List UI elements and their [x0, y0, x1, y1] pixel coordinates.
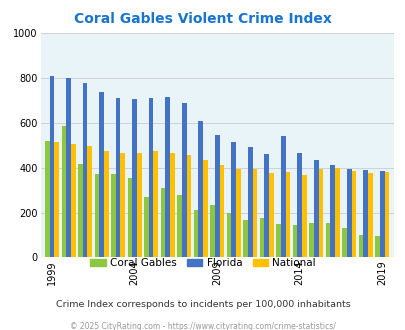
Bar	[252, 169, 256, 257]
Bar	[87, 146, 92, 257]
Bar	[165, 97, 170, 257]
Bar	[160, 188, 165, 257]
Bar	[379, 171, 384, 257]
Bar	[280, 136, 285, 257]
Bar	[269, 173, 273, 257]
Bar	[78, 164, 83, 257]
Bar	[62, 126, 66, 257]
Bar	[297, 153, 301, 257]
Bar	[346, 169, 351, 257]
Bar	[111, 174, 115, 257]
Bar	[362, 170, 367, 257]
Bar	[330, 165, 334, 257]
Legend: Coral Gables, Florida, National: Coral Gables, Florida, National	[85, 254, 320, 272]
Text: Crime Index corresponds to incidents per 100,000 inhabitants: Crime Index corresponds to incidents per…	[55, 300, 350, 309]
Bar	[285, 172, 290, 257]
Bar	[115, 98, 120, 257]
Bar	[214, 135, 219, 257]
Bar	[235, 169, 240, 257]
Bar	[181, 103, 186, 257]
Bar	[226, 213, 231, 257]
Bar	[367, 173, 372, 257]
Bar	[71, 144, 75, 257]
Bar	[351, 171, 355, 257]
Text: © 2025 CityRating.com - https://www.cityrating.com/crime-statistics/: © 2025 CityRating.com - https://www.city…	[70, 322, 335, 330]
Bar	[318, 169, 322, 257]
Bar	[54, 142, 59, 257]
Bar	[325, 223, 330, 257]
Bar	[210, 205, 214, 257]
Bar	[45, 141, 50, 257]
Bar	[358, 235, 362, 257]
Bar	[128, 178, 132, 257]
Bar	[132, 99, 136, 257]
Bar	[99, 92, 104, 257]
Bar	[149, 98, 153, 257]
Bar	[66, 78, 71, 257]
Bar	[170, 153, 174, 257]
Bar	[341, 228, 346, 257]
Bar	[144, 197, 149, 257]
Bar	[153, 151, 158, 257]
Bar	[186, 155, 191, 257]
Bar	[83, 83, 87, 257]
Bar	[202, 160, 207, 257]
Bar	[247, 148, 252, 257]
Bar	[104, 151, 108, 257]
Bar	[292, 225, 297, 257]
Bar	[193, 210, 198, 257]
Text: Coral Gables Violent Crime Index: Coral Gables Violent Crime Index	[74, 12, 331, 25]
Bar	[231, 142, 235, 257]
Bar	[198, 120, 202, 257]
Bar	[276, 224, 280, 257]
Bar	[264, 154, 269, 257]
Bar	[120, 153, 125, 257]
Bar	[136, 153, 141, 257]
Bar	[334, 168, 339, 257]
Bar	[301, 176, 306, 257]
Bar	[313, 160, 318, 257]
Bar	[177, 195, 181, 257]
Bar	[384, 172, 388, 257]
Bar	[259, 218, 264, 257]
Bar	[50, 76, 54, 257]
Bar	[94, 174, 99, 257]
Bar	[243, 220, 247, 257]
Bar	[219, 165, 224, 257]
Bar	[374, 236, 379, 257]
Bar	[309, 223, 313, 257]
